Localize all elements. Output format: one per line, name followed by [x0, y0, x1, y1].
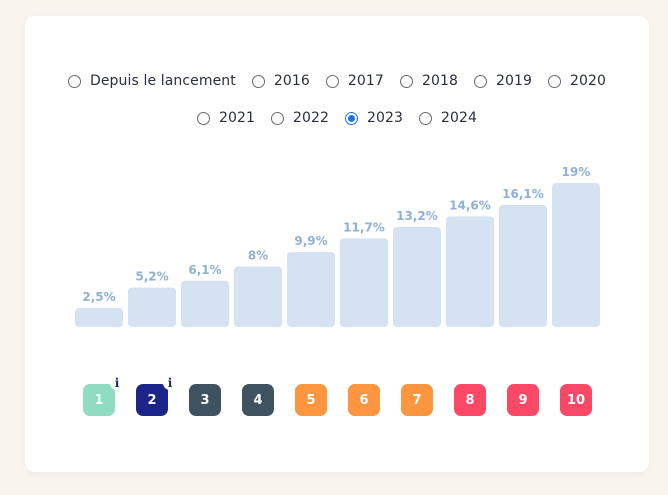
- radio-button[interactable]: [196, 111, 210, 125]
- risk-badge-label: 7: [412, 392, 422, 408]
- period-option-label: 2017: [347, 73, 384, 89]
- bar-10: [552, 183, 600, 327]
- bar-3: [181, 280, 229, 327]
- bar-value-label: 11,7%: [343, 220, 385, 234]
- risk-badge-label: 8: [465, 392, 475, 408]
- period-option-launch[interactable]: Depuis le lancement: [67, 73, 236, 89]
- risk-badge-9[interactable]: 9: [507, 384, 539, 416]
- period-option-2023[interactable]: 2023: [345, 110, 403, 126]
- period-option-label: 2023: [367, 110, 404, 126]
- radio-button[interactable]: [67, 74, 81, 88]
- bar-chart: 2,5% 5,2% 6,1% 8% 9,9% 11,7% 13,2% 14,6% 16,1% 19…: [75, 165, 600, 327]
- risk-badge-label: 9: [518, 392, 528, 408]
- bar-value-label: 19%: [562, 165, 591, 179]
- risk-badge-4[interactable]: 4: [242, 384, 274, 416]
- period-option-2017[interactable]: 2017: [325, 73, 384, 89]
- bar-4: [234, 266, 282, 327]
- radio-button[interactable]: [270, 111, 284, 125]
- period-option-label: Depuis le lancement: [89, 73, 236, 89]
- risk-badge-label: 6: [359, 392, 369, 408]
- radio-button[interactable]: [548, 74, 561, 88]
- radio-button[interactable]: [473, 74, 487, 88]
- risk-badge-10[interactable]: 10: [560, 384, 592, 416]
- risk-badge-label: 5: [306, 392, 316, 408]
- risk-badge-7[interactable]: 7: [401, 384, 433, 416]
- bar-9: [499, 204, 547, 327]
- risk-badge-label: 2: [147, 392, 157, 408]
- bar-value-label: 14,6%: [449, 198, 491, 212]
- risk-badge-6[interactable]: 6: [348, 384, 380, 416]
- bar-7: [393, 226, 441, 327]
- chart-card: Depuis le lancement 2016 2017 2018 2019 2020 …: [25, 16, 649, 472]
- period-option-label: 2024: [441, 110, 478, 126]
- period-option-2016[interactable]: 2016: [251, 73, 310, 89]
- radio-button[interactable]: [419, 111, 433, 125]
- bar-value-label: 6,1%: [188, 263, 221, 277]
- info-icon[interactable]: i: [163, 376, 177, 390]
- bar-8: [446, 216, 494, 327]
- period-option-2020[interactable]: 2020: [548, 73, 606, 89]
- risk-badge-label: 1: [94, 392, 104, 408]
- period-filter-row-2: 2021 2022 2023 2024: [25, 110, 649, 126]
- period-option-label: 2016: [273, 73, 310, 89]
- risk-badge-5[interactable]: 5: [295, 384, 327, 416]
- bar-value-label: 2,5%: [82, 290, 115, 304]
- period-option-2021[interactable]: 2021: [196, 110, 255, 126]
- bar-value-label: 8%: [248, 248, 268, 262]
- risk-badge-label: 3: [200, 392, 210, 408]
- period-filter-row-1: Depuis le lancement 2016 2017 2018 2019 2020: [25, 73, 649, 89]
- radio-button[interactable]: [399, 74, 413, 88]
- bar-value-label: 13,2%: [396, 209, 438, 223]
- radio-button[interactable]: [251, 74, 265, 88]
- risk-badge-3[interactable]: 3: [189, 384, 221, 416]
- period-option-2024[interactable]: 2024: [419, 110, 477, 126]
- radio-button[interactable]: [325, 74, 339, 88]
- bar-6: [340, 238, 388, 327]
- period-option-2022[interactable]: 2022: [270, 110, 329, 126]
- radio-button[interactable]: [345, 111, 358, 125]
- period-option-2019[interactable]: 2019: [473, 73, 532, 89]
- period-option-label: 2019: [495, 73, 532, 89]
- period-option-2018[interactable]: 2018: [399, 73, 458, 89]
- bar-value-label: 5,2%: [135, 270, 168, 284]
- period-option-label: 2018: [421, 73, 458, 89]
- bar-value-label: 16,1%: [502, 187, 544, 201]
- bar-1: [75, 308, 123, 327]
- risk-badge-label: 10: [566, 392, 586, 408]
- bar-2: [128, 287, 176, 327]
- period-option-label: 2022: [292, 110, 329, 126]
- risk-badge-label: 4: [253, 392, 263, 408]
- period-option-label: 2021: [218, 110, 255, 126]
- info-icon[interactable]: i: [110, 376, 124, 390]
- bar-5: [287, 251, 335, 327]
- period-option-label: 2020: [570, 73, 607, 89]
- bar-value-label: 9,9%: [294, 234, 327, 248]
- risk-badge-8[interactable]: 8: [454, 384, 486, 416]
